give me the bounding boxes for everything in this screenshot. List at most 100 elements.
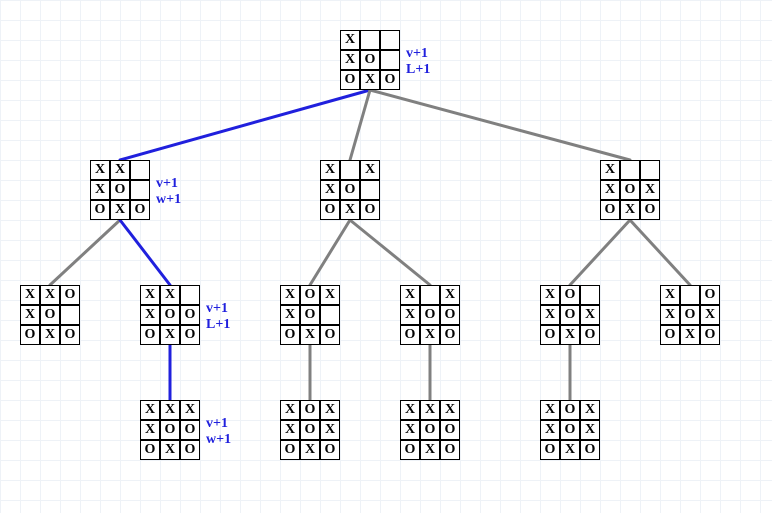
cell: O: [360, 50, 380, 70]
cell: X: [400, 285, 420, 305]
cell: [620, 160, 640, 180]
annotation-line: v+1: [206, 301, 230, 317]
cell: [320, 305, 340, 325]
cell: O: [400, 325, 420, 345]
cell: X: [140, 285, 160, 305]
cell: X: [540, 285, 560, 305]
cell: O: [60, 285, 80, 305]
board-b2a1: XOXXOXOXO: [280, 400, 340, 460]
cell: O: [110, 180, 130, 200]
cell: [60, 305, 80, 325]
cell: O: [700, 285, 720, 305]
cell: X: [580, 305, 600, 325]
cell: O: [340, 180, 360, 200]
cell: O: [540, 440, 560, 460]
cell: O: [580, 440, 600, 460]
board-b2: XXXOOXO: [320, 160, 380, 220]
cell: X: [280, 420, 300, 440]
cell: X: [340, 50, 360, 70]
cell: O: [300, 420, 320, 440]
cell: X: [160, 325, 180, 345]
cell: [130, 180, 150, 200]
cell: X: [160, 285, 180, 305]
cell: X: [420, 440, 440, 460]
cell: X: [560, 325, 580, 345]
cell: X: [400, 400, 420, 420]
cell: [380, 30, 400, 50]
cell: [180, 285, 200, 305]
cell: [380, 50, 400, 70]
cell: X: [320, 400, 340, 420]
board-b2a: XOXXOOXO: [280, 285, 340, 345]
cell: O: [130, 200, 150, 220]
annotation-line: v+1: [406, 46, 430, 62]
cell: X: [40, 285, 60, 305]
cell: O: [160, 305, 180, 325]
annotation-line: v+1: [206, 416, 231, 432]
cell: X: [400, 420, 420, 440]
cell: O: [40, 305, 60, 325]
board-b3a: XOXOXOXO: [540, 285, 600, 345]
board-b3a1: XOXXOXOXO: [540, 400, 600, 460]
cell: O: [560, 400, 580, 420]
cell: X: [420, 400, 440, 420]
cell: O: [400, 440, 420, 460]
cell: O: [580, 325, 600, 345]
cell: O: [560, 305, 580, 325]
cell: O: [60, 325, 80, 345]
cell: O: [440, 440, 460, 460]
cell: X: [360, 160, 380, 180]
annotation: v+1w+1: [206, 416, 231, 448]
annotation-line: w+1: [206, 432, 231, 448]
cell: X: [660, 305, 680, 325]
cell: X: [420, 325, 440, 345]
cell: X: [300, 325, 320, 345]
cell: O: [140, 440, 160, 460]
cell: O: [540, 325, 560, 345]
cell: X: [140, 305, 160, 325]
cell: X: [340, 200, 360, 220]
board-b1b1: XXXXOOOXO: [140, 400, 200, 460]
cell: X: [110, 160, 130, 180]
cell: O: [660, 325, 680, 345]
cell: X: [680, 325, 700, 345]
cell: O: [180, 305, 200, 325]
cell: X: [400, 305, 420, 325]
board-b3: XXOXOXO: [600, 160, 660, 220]
cell: [360, 30, 380, 50]
cell: X: [320, 285, 340, 305]
cell: O: [180, 325, 200, 345]
cell: X: [280, 305, 300, 325]
cell: O: [560, 285, 580, 305]
board-b1a: XXOXOOXO: [20, 285, 80, 345]
cell: X: [340, 30, 360, 50]
cell: X: [20, 285, 40, 305]
cell: X: [660, 285, 680, 305]
cell: X: [280, 285, 300, 305]
annotation: v+1L+1: [206, 301, 230, 333]
cell: X: [540, 420, 560, 440]
cell: O: [20, 325, 40, 345]
board-b3b: XOXOXOXO: [660, 285, 720, 345]
cell: X: [140, 400, 160, 420]
cell: [420, 285, 440, 305]
cell: O: [300, 305, 320, 325]
cell: O: [440, 420, 460, 440]
cell: X: [580, 420, 600, 440]
cell: O: [300, 400, 320, 420]
cell: O: [300, 285, 320, 305]
cell: X: [160, 400, 180, 420]
cell: [680, 285, 700, 305]
annotation-line: L+1: [206, 317, 230, 333]
annotation-line: L+1: [406, 62, 430, 78]
board-b1b: XXXOOOXO: [140, 285, 200, 345]
cell: X: [540, 305, 560, 325]
cell: X: [440, 400, 460, 420]
cell: O: [340, 70, 360, 90]
cell: X: [90, 160, 110, 180]
cell: [340, 160, 360, 180]
cell: X: [110, 200, 130, 220]
cell: O: [360, 200, 380, 220]
cell: O: [640, 200, 660, 220]
cell: X: [700, 305, 720, 325]
